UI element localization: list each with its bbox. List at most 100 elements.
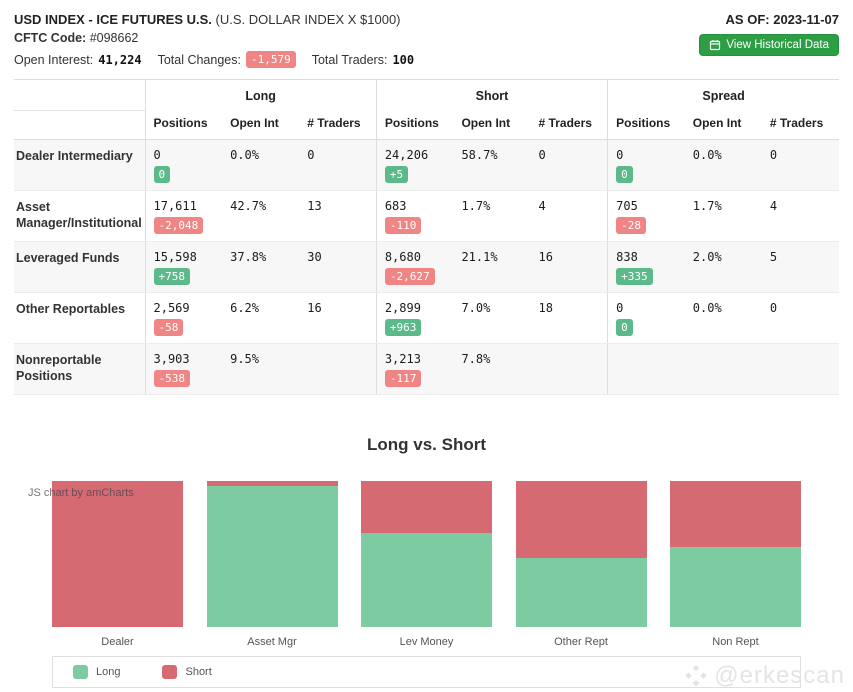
short-open-int-cell: 58.7%	[453, 139, 531, 191]
open-interest-label: Open Interest:	[14, 52, 94, 67]
positions-value: 15,598	[153, 250, 197, 264]
cftc-code-label: CFTC Code:	[14, 31, 87, 45]
chart-category-labels: Dealer Asset Mgr Lev Money Other Rept Non Re…	[38, 636, 815, 648]
change-badge: -2,627	[384, 268, 435, 285]
change-badge: -2,048	[153, 217, 204, 234]
long-traders-cell: 0	[299, 139, 377, 191]
legend-swatch	[162, 665, 178, 679]
col-header-long-traders: # Traders	[299, 110, 377, 140]
col-header-spread-traders: # Traders	[761, 110, 839, 140]
col-header-short-positions: Positions	[375, 110, 454, 140]
short-positions-cell: 8,680 -2,627	[375, 241, 454, 293]
view-historical-data-button[interactable]: View Historical Data	[699, 34, 839, 56]
positions-value: 838	[616, 250, 638, 264]
total-changes-label: Total Changes:	[157, 52, 241, 67]
total-changes-stat: Total Changes: -1,579	[158, 51, 296, 68]
instrument-title-line: USD INDEX - ICE FUTURES U.S. (U.S. DOLLA…	[14, 12, 414, 27]
col-header-long-positions: Positions	[144, 110, 223, 140]
table-row: Asset Manager/Institutional 17,611 -2,048 4…	[14, 190, 839, 242]
erkescan-logo-icon	[682, 662, 710, 690]
stacked-bar-lev-money[interactable]	[361, 481, 492, 627]
bar-segment-short[interactable]	[52, 481, 183, 627]
calendar-icon	[709, 39, 721, 51]
bar-segment-long[interactable]	[206, 486, 338, 627]
spread-positions-cell: 838 +335	[607, 241, 685, 293]
bar-segment-long[interactable]	[515, 558, 647, 627]
instrument-title: USD INDEX - ICE FUTURES U.S.	[14, 12, 212, 27]
short-traders-cell	[530, 343, 608, 395]
group-header-long: Long	[144, 80, 377, 110]
bar-segment-short[interactable]	[206, 481, 338, 487]
bar-segment-short[interactable]	[361, 481, 492, 534]
report-header-left: USD INDEX - ICE FUTURES U.S. (U.S. DOLLA…	[14, 12, 414, 68]
bar-segment-short[interactable]	[670, 481, 801, 547]
cot-table: Long Short Spread Positions Open Int # T…	[14, 80, 839, 395]
long-open-int-cell: 42.7%	[222, 190, 300, 242]
spread-open-int-cell: 2.0%	[684, 241, 762, 293]
positions-value: 2,899	[384, 301, 421, 315]
total-changes-badge: -1,579	[245, 51, 296, 68]
bar-segment-short[interactable]	[515, 481, 647, 559]
col-header-short-openint: Open Int	[453, 110, 531, 140]
category-label: Lev Money	[399, 636, 454, 648]
erkescan-handle: @erkescan	[714, 662, 845, 689]
change-badge: -110	[384, 217, 422, 234]
positions-value: 2,569	[153, 301, 190, 315]
col-header-short-traders: # Traders	[530, 110, 608, 140]
header-divider	[14, 79, 839, 80]
positions-value: 705	[616, 199, 638, 213]
long-open-int-cell: 0.0%	[222, 139, 300, 191]
cftc-code-value: #098662	[89, 31, 139, 45]
legend-item-short[interactable]: Short	[162, 665, 212, 679]
legend-label: Short	[185, 666, 212, 678]
amcharts-watermark: JS chart by amCharts	[28, 487, 134, 499]
change-badge: -117	[384, 370, 422, 387]
spread-positions-cell	[607, 343, 685, 395]
change-badge: -58	[153, 319, 184, 336]
long-positions-cell: 3,903 -538	[144, 343, 223, 395]
short-positions-cell: 683 -110	[375, 190, 454, 242]
positions-value: 0	[153, 148, 161, 162]
spread-traders-cell	[761, 343, 839, 395]
spread-open-int-cell: 0.0%	[684, 292, 762, 344]
legend-item-long[interactable]: Long	[73, 665, 120, 679]
category-label: Dealer	[101, 636, 134, 648]
as-of-date: AS OF: 2023-11-07	[725, 12, 839, 27]
spread-traders-cell: 4	[761, 190, 839, 242]
change-badge: -538	[153, 370, 190, 387]
long-positions-cell: 17,611 -2,048	[144, 190, 223, 242]
short-open-int-cell: 7.0%	[453, 292, 531, 344]
change-badge: +335	[616, 268, 653, 285]
bar-segment-long[interactable]	[361, 533, 492, 627]
change-badge: -28	[616, 217, 647, 234]
col-header-spread-openint: Open Int	[684, 110, 762, 140]
long-positions-cell: 2,569 -58	[144, 292, 223, 344]
stacked-bar-dealer[interactable]	[52, 481, 183, 627]
chart-bars	[38, 481, 815, 627]
cftc-code-line: CFTC Code: #098662	[14, 31, 414, 45]
stacked-bar-asset-mgr[interactable]	[206, 481, 338, 627]
category-label: Other Rept	[554, 636, 608, 648]
trader-category-label: Asset Manager/Institutional	[14, 190, 145, 242]
stacked-bar-other-rept[interactable]	[515, 481, 647, 627]
short-open-int-cell: 1.7%	[453, 190, 531, 242]
positions-value: 3,903	[153, 352, 190, 366]
bar-segment-long[interactable]	[670, 546, 801, 627]
cot-table-body: Dealer Intermediary 0 0 0.0% 0 24,206 +5 58.7% 0…	[14, 139, 839, 395]
total-traders-stat: Total Traders: 100	[312, 53, 414, 67]
category-label: Asset Mgr	[247, 636, 297, 648]
group-header-row: Long Short Spread	[14, 80, 839, 111]
positions-value: 24,206	[384, 148, 429, 162]
legend-swatch	[73, 665, 88, 679]
category-label: Non Rept	[712, 636, 759, 648]
spread-traders-cell: 5	[761, 241, 839, 293]
change-badge: 0	[616, 319, 633, 336]
stacked-bar-non-rept[interactable]	[670, 481, 801, 627]
report-header-right: AS OF: 2023-11-07 View Historical Data	[699, 12, 839, 56]
positions-value: 17,611	[153, 199, 197, 213]
col-header-long-openint: Open Int	[222, 110, 300, 140]
total-traders-value: 100	[392, 52, 415, 67]
trader-category-label: Other Reportables	[14, 292, 145, 344]
